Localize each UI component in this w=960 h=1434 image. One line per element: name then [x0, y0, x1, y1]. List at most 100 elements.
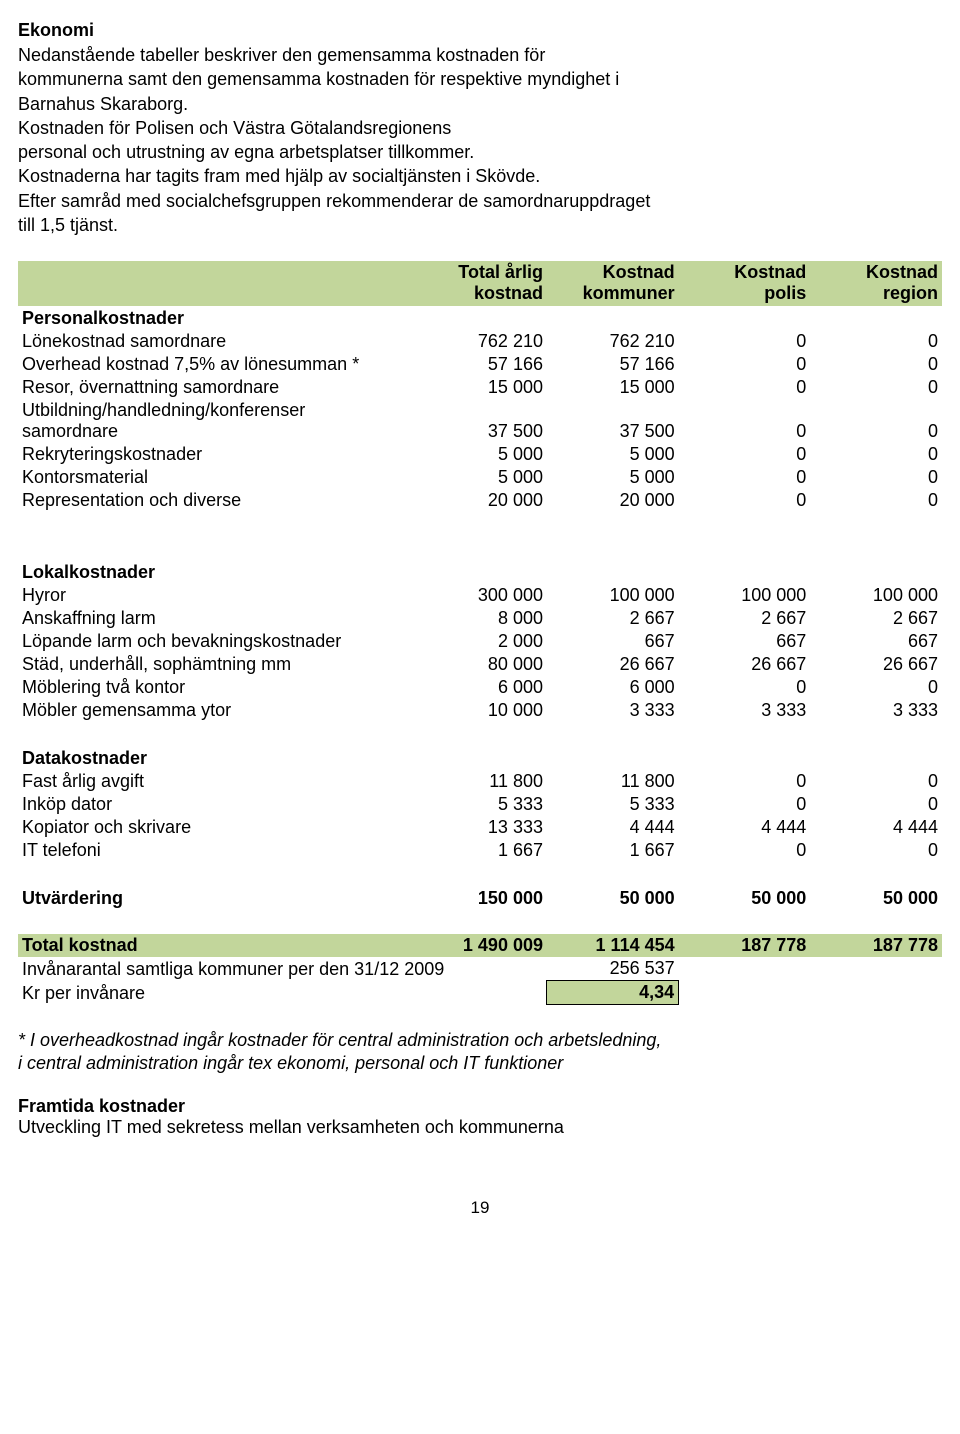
row-label: Representation och diverse [18, 489, 415, 512]
row-c1: 5 333 [415, 793, 547, 816]
page-number: 19 [18, 1198, 942, 1218]
future-heading: Framtida kostnader [18, 1096, 942, 1117]
row-c4: 0 [810, 770, 942, 793]
row-c1: 6 000 [415, 676, 547, 699]
total-c3: 187 778 [679, 934, 811, 957]
row-label: IT telefoni [18, 839, 415, 862]
row-c2: 2 667 [547, 607, 679, 630]
row-c2: 4 444 [547, 816, 679, 839]
footnote: * I overheadkostnad ingår kostnader för … [18, 1029, 942, 1074]
row-c3: 0 [679, 399, 811, 443]
hdr-c4-l1: Kostnad [866, 262, 938, 282]
section-lokal-title: Lokalkostnader [18, 560, 415, 584]
section-data-title: Datakostnader [18, 746, 415, 770]
hdr-c2-l2: kommuner [583, 283, 675, 303]
total-c4: 187 778 [810, 934, 942, 957]
table-row: Anskaffning larm8 0002 6672 6672 667 [18, 607, 942, 630]
row-c4: 0 [810, 793, 942, 816]
row-c2: 3 333 [547, 699, 679, 722]
row-c3: 2 667 [679, 607, 811, 630]
row-c2: 1 667 [547, 839, 679, 862]
hdr-c3-l1: Kostnad [734, 262, 806, 282]
row-c2: 5 000 [547, 443, 679, 466]
row-c3: 0 [679, 466, 811, 489]
row-c3: 667 [679, 630, 811, 653]
utv-c3: 50 000 [679, 886, 811, 910]
row-c3: 0 [679, 330, 811, 353]
row-c3: 0 [679, 770, 811, 793]
row-c2: 26 667 [547, 653, 679, 676]
row-c1: 10 000 [415, 699, 547, 722]
row-c3: 0 [679, 839, 811, 862]
table-row: Möblering två kontor6 0006 00000 [18, 676, 942, 699]
row-c4: 0 [810, 489, 942, 512]
utv-c2: 50 000 [547, 886, 679, 910]
row-c1: 80 000 [415, 653, 547, 676]
hdr-c4-l2: region [883, 283, 938, 303]
row-c1: 300 000 [415, 584, 547, 607]
inv-value: 256 537 [547, 957, 679, 981]
row-c1: 5 000 [415, 443, 547, 466]
row-c4: 0 [810, 466, 942, 489]
hdr-c1-l1: Total årlig [458, 262, 543, 282]
row-c4: 3 333 [810, 699, 942, 722]
table-row: Fast årlig avgift11 80011 80000 [18, 770, 942, 793]
row-c2: 667 [547, 630, 679, 653]
row-invanarantal: Invånarantal samtliga kommuner per den 3… [18, 957, 942, 981]
row-c3: 0 [679, 353, 811, 376]
row-c3: 0 [679, 376, 811, 399]
row-c4: 0 [810, 330, 942, 353]
row-label: Städ, underhåll, sophämtning mm [18, 653, 415, 676]
table-header-row: Total årligkostnad Kostnadkommuner Kostn… [18, 261, 942, 306]
row-c2: 11 800 [547, 770, 679, 793]
total-c1: 1 490 009 [415, 934, 547, 957]
row-c3: 26 667 [679, 653, 811, 676]
row-c3: 100 000 [679, 584, 811, 607]
utv-label: Utvärdering [18, 886, 415, 910]
row-c2: 15 000 [547, 376, 679, 399]
row-utvardering: Utvärdering 150 000 50 000 50 000 50 000 [18, 886, 942, 910]
row-label: Rekryteringskostnader [18, 443, 415, 466]
table-row: Möbler gemensamma ytor10 0003 3333 3333 … [18, 699, 942, 722]
row-label: Overhead kostnad 7,5% av lönesumman * [18, 353, 415, 376]
row-c1: 37 500 [415, 399, 547, 443]
row-c3: 0 [679, 489, 811, 512]
row-c1: 8 000 [415, 607, 547, 630]
row-c2: 20 000 [547, 489, 679, 512]
row-c4: 0 [810, 443, 942, 466]
row-c4: 26 667 [810, 653, 942, 676]
total-label: Total kostnad [18, 934, 415, 957]
total-c2: 1 114 454 [547, 934, 679, 957]
row-label: Resor, övernattning samordnare [18, 376, 415, 399]
inv-label: Invånarantal samtliga kommuner per den 3… [18, 957, 547, 981]
row-c2: 100 000 [547, 584, 679, 607]
utv-c4: 50 000 [810, 886, 942, 910]
row-c1: 762 210 [415, 330, 547, 353]
table-row: Utbildning/handledning/konferenser samor… [18, 399, 942, 443]
table-row: IT telefoni1 6671 66700 [18, 839, 942, 862]
intro-text: Nedanstående tabeller beskriver den geme… [18, 43, 942, 237]
table-row: Kontorsmaterial5 0005 00000 [18, 466, 942, 489]
row-label: Möblering två kontor [18, 676, 415, 699]
table-row: Resor, övernattning samordnare15 00015 0… [18, 376, 942, 399]
row-c2: 762 210 [547, 330, 679, 353]
row-c1: 1 667 [415, 839, 547, 862]
row-c2: 5 333 [547, 793, 679, 816]
row-c4: 0 [810, 353, 942, 376]
cost-table: Total årligkostnad Kostnadkommuner Kostn… [18, 261, 942, 1005]
future-text: Utveckling IT med sekretess mellan verks… [18, 1117, 942, 1138]
table-row: Löpande larm och bevakningskostnader2 00… [18, 630, 942, 653]
row-label: Möbler gemensamma ytor [18, 699, 415, 722]
row-label: Inköp dator [18, 793, 415, 816]
hdr-c1-l2: kostnad [474, 283, 543, 303]
table-row: Lönekostnad samordnare762 210762 21000 [18, 330, 942, 353]
row-total: Total kostnad 1 490 009 1 114 454 187 77… [18, 934, 942, 957]
row-c4: 2 667 [810, 607, 942, 630]
row-label: Fast årlig avgift [18, 770, 415, 793]
hdr-c2-l1: Kostnad [603, 262, 675, 282]
row-label: Hyror [18, 584, 415, 607]
row-c3: 0 [679, 443, 811, 466]
row-c3: 0 [679, 676, 811, 699]
row-c4: 0 [810, 676, 942, 699]
row-c1: 5 000 [415, 466, 547, 489]
